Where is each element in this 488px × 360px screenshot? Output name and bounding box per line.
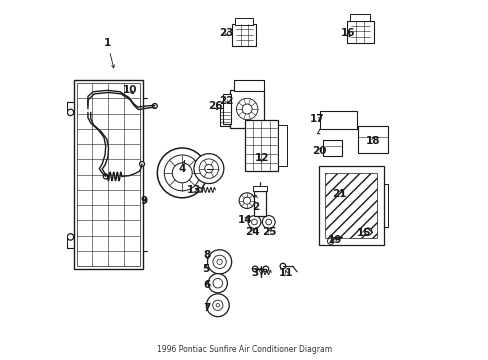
Text: 2: 2 bbox=[252, 195, 259, 212]
Circle shape bbox=[247, 216, 260, 228]
Circle shape bbox=[280, 263, 285, 269]
Bar bbox=[278, 125, 286, 166]
Bar bbox=[324, 173, 376, 238]
Circle shape bbox=[265, 219, 271, 225]
Bar bbox=[244, 120, 278, 171]
Text: 3: 3 bbox=[251, 267, 261, 278]
Circle shape bbox=[206, 294, 229, 317]
Text: 15: 15 bbox=[356, 228, 370, 238]
Bar bbox=[74, 80, 143, 269]
Circle shape bbox=[198, 188, 202, 192]
Text: 14: 14 bbox=[238, 215, 252, 225]
Text: 1996 Pontiac Sunfire Air Conditioner Diagram: 1996 Pontiac Sunfire Air Conditioner Dia… bbox=[157, 345, 331, 354]
Text: 22: 22 bbox=[219, 96, 233, 106]
Bar bbox=[319, 111, 357, 129]
Circle shape bbox=[212, 300, 223, 310]
Bar bbox=[346, 21, 373, 42]
Circle shape bbox=[194, 154, 224, 184]
Text: 19: 19 bbox=[327, 235, 342, 245]
Circle shape bbox=[207, 250, 231, 274]
Text: 16: 16 bbox=[340, 28, 354, 39]
Circle shape bbox=[212, 255, 226, 269]
Circle shape bbox=[164, 155, 200, 191]
Circle shape bbox=[217, 259, 222, 265]
Bar bbox=[232, 24, 256, 46]
Text: 21: 21 bbox=[332, 189, 346, 198]
Text: 6: 6 bbox=[203, 280, 210, 289]
Text: 24: 24 bbox=[244, 227, 259, 237]
Circle shape bbox=[252, 266, 258, 272]
Circle shape bbox=[364, 228, 371, 235]
Text: 20: 20 bbox=[311, 146, 326, 156]
Circle shape bbox=[204, 165, 213, 173]
Text: 5: 5 bbox=[202, 264, 208, 274]
Circle shape bbox=[262, 216, 275, 228]
Text: 17: 17 bbox=[309, 114, 324, 124]
Text: 9: 9 bbox=[141, 195, 147, 206]
Circle shape bbox=[213, 278, 222, 288]
Circle shape bbox=[216, 303, 219, 307]
Bar bbox=[219, 108, 229, 126]
Text: 7: 7 bbox=[203, 303, 210, 313]
Bar bbox=[322, 140, 342, 156]
Circle shape bbox=[157, 148, 207, 198]
Bar bbox=[358, 126, 387, 153]
Bar bbox=[223, 94, 230, 124]
Circle shape bbox=[103, 174, 108, 179]
Circle shape bbox=[243, 197, 250, 204]
Bar bbox=[253, 186, 266, 192]
Circle shape bbox=[208, 274, 227, 293]
Circle shape bbox=[67, 234, 74, 240]
Circle shape bbox=[67, 109, 74, 116]
Bar bbox=[254, 191, 265, 216]
Circle shape bbox=[251, 219, 257, 225]
Circle shape bbox=[236, 98, 257, 120]
Text: 4: 4 bbox=[178, 161, 185, 174]
Text: 18: 18 bbox=[366, 136, 380, 146]
Bar bbox=[233, 80, 264, 91]
Circle shape bbox=[242, 104, 252, 114]
Text: 12: 12 bbox=[254, 153, 268, 163]
Bar bbox=[230, 90, 264, 128]
Text: 8: 8 bbox=[203, 250, 210, 260]
Circle shape bbox=[263, 266, 268, 272]
Text: 26: 26 bbox=[208, 101, 222, 111]
Bar bbox=[234, 18, 253, 25]
Text: 13: 13 bbox=[186, 185, 201, 195]
Circle shape bbox=[152, 103, 157, 108]
Bar bbox=[349, 14, 370, 21]
Bar bbox=[318, 166, 384, 245]
Text: 10: 10 bbox=[122, 85, 137, 95]
Text: 11: 11 bbox=[279, 268, 293, 278]
Bar bbox=[77, 83, 140, 266]
Circle shape bbox=[139, 162, 144, 166]
Circle shape bbox=[327, 238, 333, 244]
Text: 1: 1 bbox=[103, 38, 114, 68]
Text: 25: 25 bbox=[262, 227, 276, 237]
Circle shape bbox=[239, 193, 254, 208]
Text: 23: 23 bbox=[219, 28, 233, 39]
Circle shape bbox=[199, 159, 218, 178]
Circle shape bbox=[172, 163, 192, 183]
